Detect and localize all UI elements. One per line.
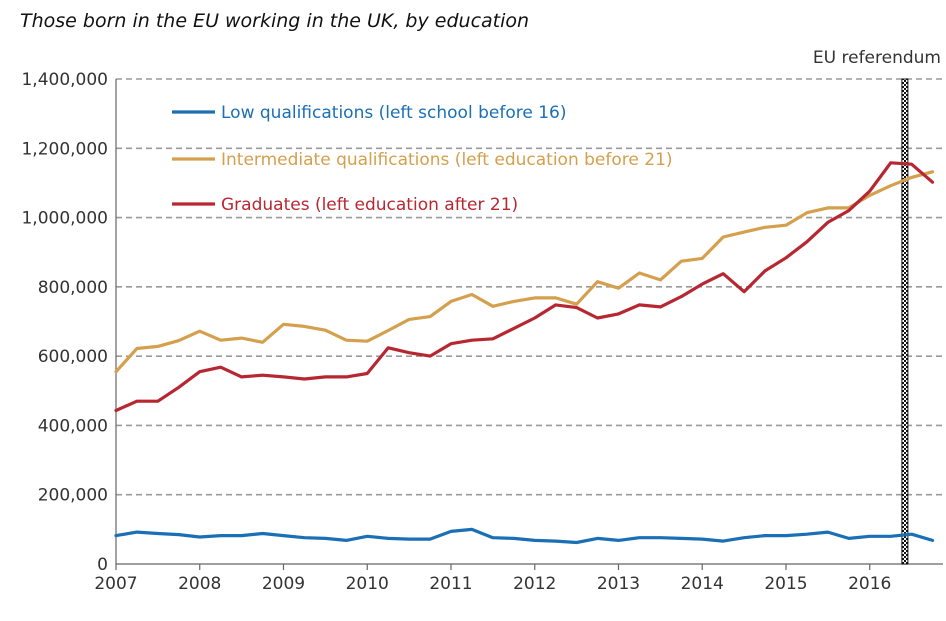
x-tick-label: 2008 (178, 574, 221, 594)
x-tick-label: 2012 (513, 574, 556, 594)
legend-label-0: Low qualifications (left school before 1… (221, 103, 566, 123)
x-axis: 2007 2008 2009 2010 2011 2012 2013 2014 2015 2016 (94, 563, 943, 594)
x-tick-label: 2014 (681, 574, 724, 594)
gridlines (116, 78, 943, 496)
y-tick-label: 600,000 (38, 347, 108, 367)
referendum-label: EU referendum (813, 48, 941, 68)
y-tick-label: 200,000 (38, 486, 108, 506)
chart-title: Those born in the EU working in the UK, … (20, 10, 529, 32)
x-tick-label: 2010 (346, 574, 389, 594)
legend-label-2: Graduates (left education after 21) (221, 195, 518, 215)
y-axis: 0 200,000 400,000 600,000 800,000 1,000,000 1,… (21, 70, 117, 575)
legend-label-1: Intermediate qualifications (left educat… (221, 150, 673, 170)
series-line-0 (114, 527, 935, 545)
x-tick-label: 2015 (764, 574, 807, 594)
x-tick-label: 2011 (429, 574, 472, 594)
y-tick-label: 1,000,000 (21, 209, 108, 229)
y-tick-label: 800,000 (38, 278, 108, 298)
series-line-1 (114, 170, 935, 374)
y-tick-label: 400,000 (38, 416, 108, 436)
y-tick-label: 0 (97, 555, 108, 575)
x-tick-label: 2007 (94, 574, 137, 594)
x-tick-label: 2016 (848, 574, 891, 594)
legend: Low qualifications (left school before 1… (172, 103, 673, 215)
x-tick-label: 2009 (262, 574, 305, 594)
series-lines (114, 161, 935, 545)
series-line-2 (114, 161, 935, 413)
y-tick-label: 1,400,000 (21, 70, 108, 90)
y-tick-label: 1,200,000 (21, 139, 108, 159)
referendum-line (901, 78, 909, 565)
eu-referendum-marker: EU referendum (813, 48, 941, 565)
x-tick-label: 2013 (597, 574, 640, 594)
